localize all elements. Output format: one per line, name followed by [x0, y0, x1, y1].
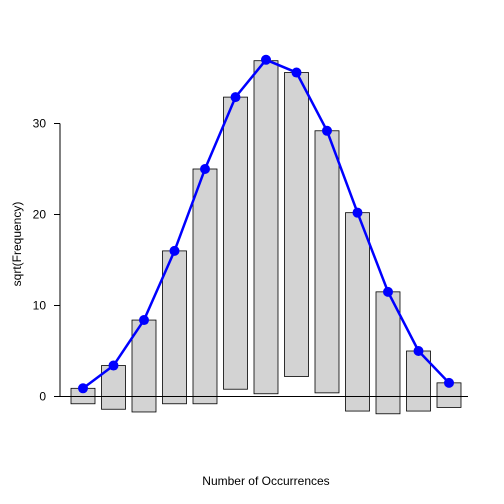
fitted-point-11	[413, 346, 424, 356]
fitted-point-12	[444, 377, 454, 388]
fitted-point-4	[200, 164, 210, 174]
bar-10	[375, 291, 401, 415]
bar-4	[192, 168, 218, 405]
fitted-point-5	[230, 92, 241, 103]
y-tick-label-0: 0	[39, 390, 46, 404]
fitted-point-3	[169, 245, 180, 256]
fitted-point-8	[322, 125, 332, 136]
fitted-point-6	[261, 54, 271, 65]
fitted-point-10	[383, 286, 393, 297]
bar-8	[314, 130, 340, 394]
x-axis-title: Number of Occurrences	[202, 474, 329, 488]
fitted-point-7	[291, 67, 302, 78]
bar-7	[284, 72, 309, 377]
fitted-point-9	[352, 207, 363, 218]
y-tick-label-30: 30	[33, 117, 47, 131]
bar-5	[223, 96, 248, 390]
y-axis-title: sqrt(Frequency)	[10, 202, 24, 287]
y-tick-label-10: 10	[33, 299, 47, 313]
fitted-point-0	[78, 383, 88, 394]
fitted-curve-layer	[78, 54, 454, 394]
bars-layer	[70, 60, 462, 415]
fitted-point-1	[108, 360, 119, 371]
y-axis: 0 10 20 30	[33, 117, 61, 404]
y-tick-label-20: 20	[33, 208, 47, 222]
bar-9	[345, 212, 370, 412]
fitted-point-2	[139, 315, 149, 326]
bar-3	[162, 250, 187, 405]
bar-6	[253, 60, 279, 395]
